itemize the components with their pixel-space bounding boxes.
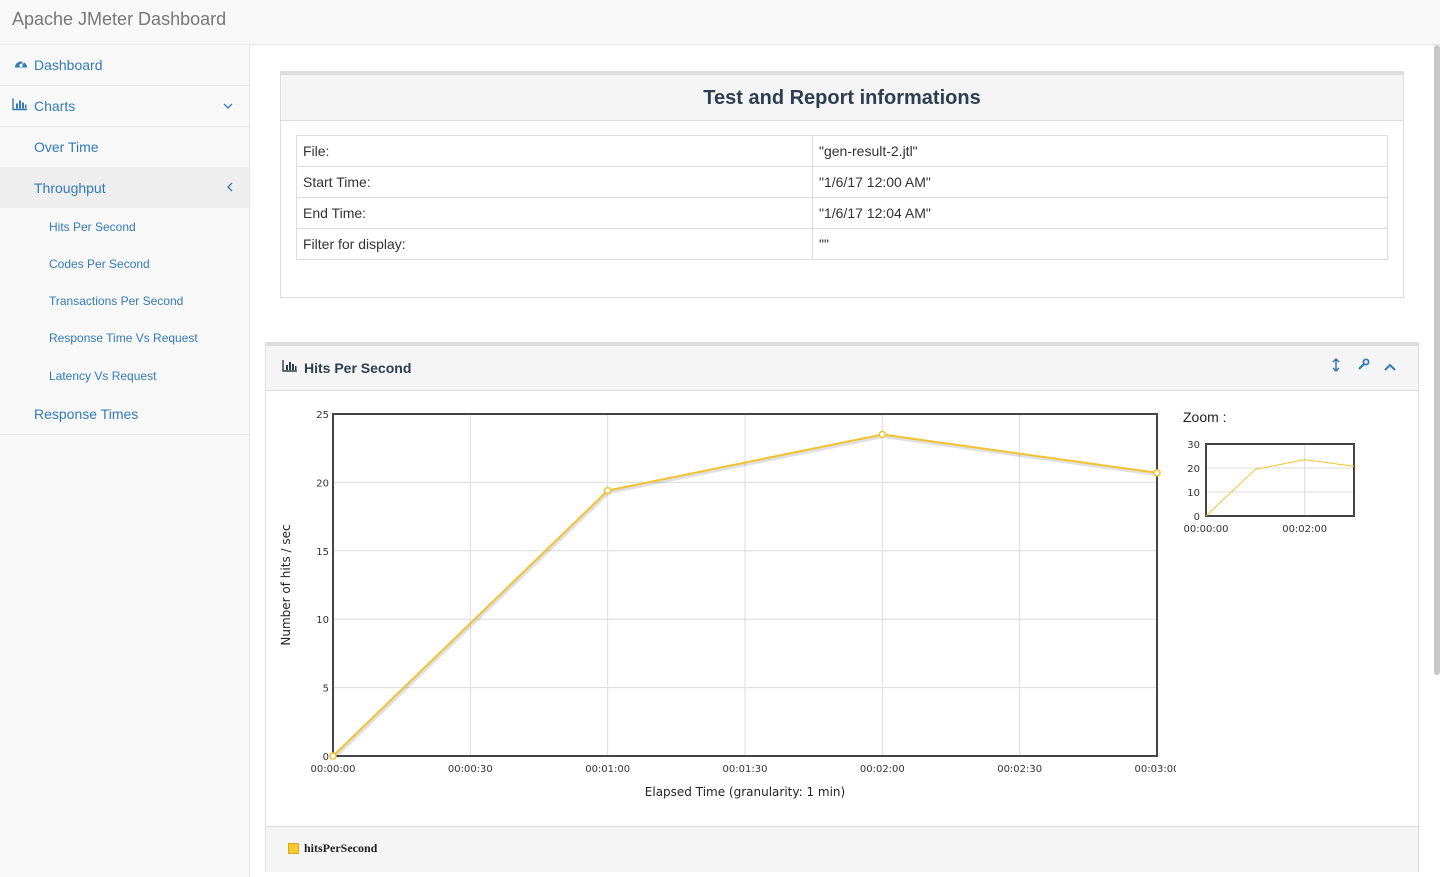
zoom-label: Zoom : <box>1183 409 1227 425</box>
table-row: Filter for display: "" <box>296 228 1388 260</box>
table-row: Start Time: "1/6/17 12:00 AM" <box>296 166 1388 198</box>
y-tick-label: 15 <box>316 547 329 558</box>
x-tick-label: 00:00:00 <box>311 764 356 775</box>
table-row: File: "gen-result-2.jtl" <box>296 135 1388 167</box>
sidebar-item-latency-vs-request[interactable]: Latency Vs Request <box>0 357 249 394</box>
info-value: "1/6/17 12:04 AM" <box>812 197 1388 229</box>
sidebar-item-response-times[interactable]: Response Times <box>0 394 249 435</box>
data-point <box>603 486 612 495</box>
x-tick-label: 00:00:30 <box>448 764 493 775</box>
y-tick-label: 20 <box>1187 464 1200 475</box>
chevron-left-icon <box>226 181 233 195</box>
data-point <box>1153 469 1161 477</box>
y-tick-label: 20 <box>316 478 329 489</box>
sidebar-item-label: Response Times <box>34 406 139 422</box>
hits-per-second-chart: 00:00:00 00:00:30 00:01:00 00:01:30 00:02:00… <box>279 410 1176 799</box>
bar-chart-icon <box>12 98 28 114</box>
info-value: "" <box>812 228 1388 260</box>
dashboard-icon <box>14 58 28 73</box>
top-navbar: Apache JMeter Dashboard <box>0 0 1440 45</box>
legend-swatch[interactable] <box>288 843 299 854</box>
panel-header: Test and Report informations <box>281 75 1403 121</box>
x-axis-label: Elapsed Time (granularity: 1 min) <box>645 785 845 799</box>
data-point <box>878 430 887 439</box>
plot-frame <box>1205 443 1355 517</box>
info-key: End Time: <box>296 197 813 229</box>
sidebar-item-dashboard[interactable]: Dashboard <box>0 45 249 86</box>
sidebar-item-codes-per-second[interactable]: Codes Per Second <box>0 245 249 282</box>
main-content: Test and Report informations File: "gen-… <box>250 45 1440 877</box>
info-value: "1/6/17 12:00 AM" <box>812 166 1388 198</box>
series-line <box>332 433 1158 757</box>
sidebar-item-label: Dashboard <box>34 57 103 73</box>
y-tick-label: 0 <box>323 752 329 763</box>
x-tick-label: 00:03:00 <box>1135 764 1176 775</box>
bar-chart-icon <box>282 360 298 375</box>
sidebar-item-label: Over Time <box>34 139 99 155</box>
y-tick-label: 10 <box>316 615 329 626</box>
chart-legend: hitsPerSecond <box>266 826 1418 872</box>
sidebar: Dashboard Charts Over Time Throughput Hi… <box>0 45 250 877</box>
info-value: "gen-result-2.jtl" <box>812 135 1388 167</box>
x-tick-label: 00:02:00 <box>1282 524 1327 535</box>
info-key: Filter for display: <box>296 228 813 260</box>
legend-label[interactable]: hitsPerSecond <box>304 841 378 855</box>
panel-title: Test and Report informations <box>703 87 981 109</box>
sidebar-item-charts[interactable]: Charts <box>0 86 249 127</box>
data-point <box>329 752 337 760</box>
zoom-overview-chart[interactable]: 00:00:00 00:02:00 0 10 20 30 <box>1171 434 1371 544</box>
x-tick-label: 00:00:00 <box>1184 524 1229 535</box>
series-line <box>1205 459 1355 517</box>
y-tick-label: 25 <box>316 410 329 421</box>
sidebar-item-label: Latency Vs Request <box>49 368 157 383</box>
x-tick-label: 00:02:00 <box>860 764 905 775</box>
x-tick-label: 00:02:30 <box>997 764 1042 775</box>
test-report-info-panel: Test and Report informations File: "gen-… <box>280 71 1404 298</box>
series-shadow <box>332 433 1159 759</box>
x-tick-label: 00:01:30 <box>723 764 768 775</box>
table-row: End Time: "1/6/17 12:04 AM" <box>296 197 1388 229</box>
sidebar-item-throughput[interactable]: Throughput <box>0 167 249 208</box>
info-table: File: "gen-result-2.jtl" Start Time: "1/… <box>296 135 1388 260</box>
info-key: File: <box>296 135 813 167</box>
chevron-down-icon <box>223 99 233 113</box>
app-title[interactable]: Apache JMeter Dashboard <box>12 9 227 29</box>
wrench-icon[interactable] <box>1357 358 1370 374</box>
vertical-scrollbar[interactable] <box>1434 45 1440 675</box>
y-axis-label: Number of hits / sec <box>279 524 293 645</box>
plot-frame <box>332 413 1158 757</box>
sidebar-item-response-time-vs-request[interactable]: Response Time Vs Request <box>0 319 249 357</box>
y-tick-label: 30 <box>1187 440 1200 451</box>
y-tick-label: 10 <box>1187 488 1200 499</box>
chevron-up-icon[interactable] <box>1384 358 1396 374</box>
sidebar-item-transactions-per-second[interactable]: Transactions Per Second <box>0 282 249 319</box>
sidebar-item-label: Codes Per Second <box>49 256 150 271</box>
panel-header: Hits Per Second <box>266 346 1418 391</box>
sidebar-item-over-time[interactable]: Over Time <box>0 127 249 167</box>
sidebar-item-label: Response Time Vs Request <box>49 331 198 345</box>
resize-vertical-icon[interactable] <box>1332 357 1340 375</box>
info-key: Start Time: <box>296 166 813 198</box>
sidebar-item-label: Hits Per Second <box>49 219 136 234</box>
panel-title: Hits Per Second <box>304 360 412 376</box>
sidebar-item-hits-per-second[interactable]: Hits Per Second <box>0 208 249 245</box>
sidebar-item-label: Throughput <box>34 179 106 196</box>
sidebar-item-label: Transactions Per Second <box>49 293 184 308</box>
y-tick-label: 0 <box>1194 512 1200 523</box>
sidebar-item-label: Charts <box>34 98 76 114</box>
hits-per-second-panel: Hits Per Second 00:00:00 00:00:30 00:01:00… <box>265 342 1419 872</box>
x-tick-label: 00:01:00 <box>585 764 630 775</box>
y-tick-label: 5 <box>323 684 329 695</box>
